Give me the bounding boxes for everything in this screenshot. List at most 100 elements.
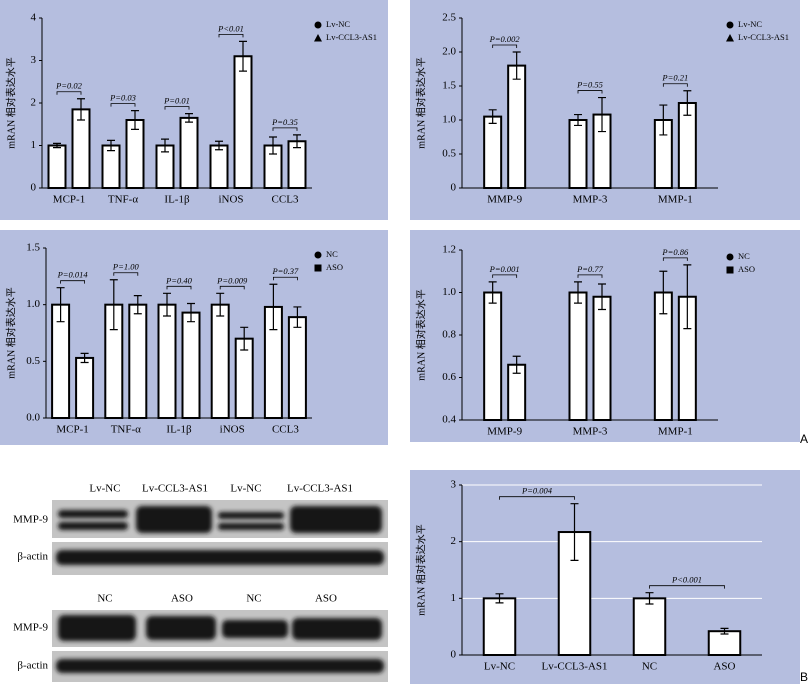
error-bar (720, 627, 729, 635)
legend-marker (726, 253, 734, 261)
annotation-bracket (577, 274, 603, 278)
chart: 0 1 2 3 mRAN 相对表达水平 Lv-NC Lv-CCL3-AS1 NC ASO P=0.… (414, 479, 762, 673)
error-bar (161, 138, 169, 153)
annotation-bracket (60, 280, 85, 284)
annotation: P=0.37 (271, 266, 299, 276)
x-tick-label: iNOS (220, 424, 245, 436)
error-bar (495, 593, 504, 604)
x-tick-label: CCL3 (272, 424, 299, 436)
annotation-bracket (492, 274, 518, 278)
y-tick-label: 2.0 (442, 46, 456, 58)
x-tick-label: TNF-α (111, 424, 141, 436)
panel-bg (410, 470, 800, 684)
x-tick-label: Lv-CCL3-AS1 (542, 661, 608, 673)
y-axis-label: mRAN 相对表达水平 (4, 287, 17, 378)
legend-label: Lv-CCL3-AS1 (738, 32, 789, 42)
panel-label: B (800, 670, 808, 684)
legend-label: ASO (326, 262, 343, 272)
x-tick-label: ASO (713, 661, 735, 673)
legend-label: Lv-NC (326, 19, 350, 29)
bar (179, 116, 199, 189)
error-bar (107, 139, 115, 152)
error-bar (598, 96, 606, 133)
error-bar (570, 503, 579, 561)
error-bar (659, 270, 668, 315)
y-tick-label: 2.5 (442, 12, 456, 24)
annotation-bracket (577, 90, 603, 94)
bar (47, 144, 67, 189)
y-tick-label: 0.5 (26, 355, 40, 367)
annotation-bracket (219, 285, 245, 290)
annotation-bracket (218, 33, 244, 38)
error-bar (216, 292, 225, 317)
annotation: P=0.40 (165, 275, 193, 285)
error-bar (269, 136, 277, 155)
x-tick-label: CCL3 (272, 194, 299, 206)
error-bar (185, 113, 193, 123)
row-label: β-actin (17, 660, 48, 672)
y-tick-label: 1.5 (26, 242, 40, 254)
bar (568, 291, 588, 421)
error-bar (131, 110, 139, 130)
y-axis-label: mRAN 相对表达水平 (4, 57, 17, 148)
lane-label: Lv-NC (89, 483, 120, 495)
y-tick-label: 3 (31, 54, 37, 66)
y-tick-label: 1.0 (26, 298, 40, 310)
bar (287, 316, 307, 419)
error-bar (56, 287, 65, 323)
bar (483, 291, 503, 421)
error-bar (488, 109, 497, 124)
x-tick-label: IL-1β (164, 194, 190, 206)
y-tick-label: 3 (451, 479, 457, 491)
y-tick-label: 2 (31, 97, 37, 109)
y-tick-label: 0 (451, 649, 457, 661)
x-tick-label: MMP-3 (573, 426, 608, 438)
error-bar (53, 142, 61, 149)
y-tick-label: 1 (31, 139, 37, 151)
lane-label: Lv-CCL3-AS1 (142, 483, 208, 495)
bar (483, 115, 503, 189)
legend-marker (726, 34, 734, 42)
legend-label: ASO (738, 264, 755, 274)
error-bar (659, 104, 668, 136)
annotation-bracket (272, 127, 298, 131)
legend-marker (726, 21, 734, 29)
error-bar (163, 292, 171, 317)
error-bar (77, 98, 85, 121)
bar (209, 144, 229, 189)
y-tick-label: 0.8 (442, 329, 456, 341)
x-tick-label: IL-1β (166, 424, 192, 436)
legend-marker (314, 21, 322, 29)
bar (125, 119, 145, 189)
error-bar (574, 281, 582, 304)
error-bar (574, 113, 582, 127)
chart: 0 0.5 1.0 1.5 2.0 2.5 mRAN 相对表达水平 MMP-9 MMP-3 MMP… (414, 12, 789, 206)
x-tick-label: MMP-1 (658, 426, 693, 438)
y-axis-label: mRAN 相对表达水平 (414, 524, 427, 615)
error-bar (187, 302, 195, 323)
annotation: P=0.55 (576, 80, 603, 90)
x-tick-label: Lv-NC (484, 661, 515, 673)
annotation: P=0.02 (55, 81, 83, 91)
legend-marker (314, 251, 322, 259)
x-tick-label: iNOS (218, 194, 243, 206)
annotation: P=0.002 (489, 34, 521, 44)
error-bar (683, 264, 692, 330)
lane-label: ASO (315, 593, 337, 605)
legend-label: Lv-CCL3-AS1 (326, 32, 377, 42)
annotation: P=0.21 (661, 73, 688, 83)
annotation: P=0.01 (163, 96, 190, 106)
y-tick-label: 0.0 (26, 412, 40, 424)
error-bar (293, 306, 302, 328)
bar (210, 303, 230, 419)
y-tick-label: 0.4 (442, 414, 456, 426)
error-bar (109, 279, 118, 331)
y-axis-label: mRAN 相对表达水平 (414, 289, 427, 380)
x-tick-label: MMP-1 (658, 194, 693, 206)
x-tick-label: TNF-α (108, 194, 138, 206)
annotation-bracket (110, 103, 136, 107)
error-bar (512, 355, 521, 374)
y-tick-label: 1.0 (442, 286, 456, 298)
error-bar (683, 90, 692, 116)
